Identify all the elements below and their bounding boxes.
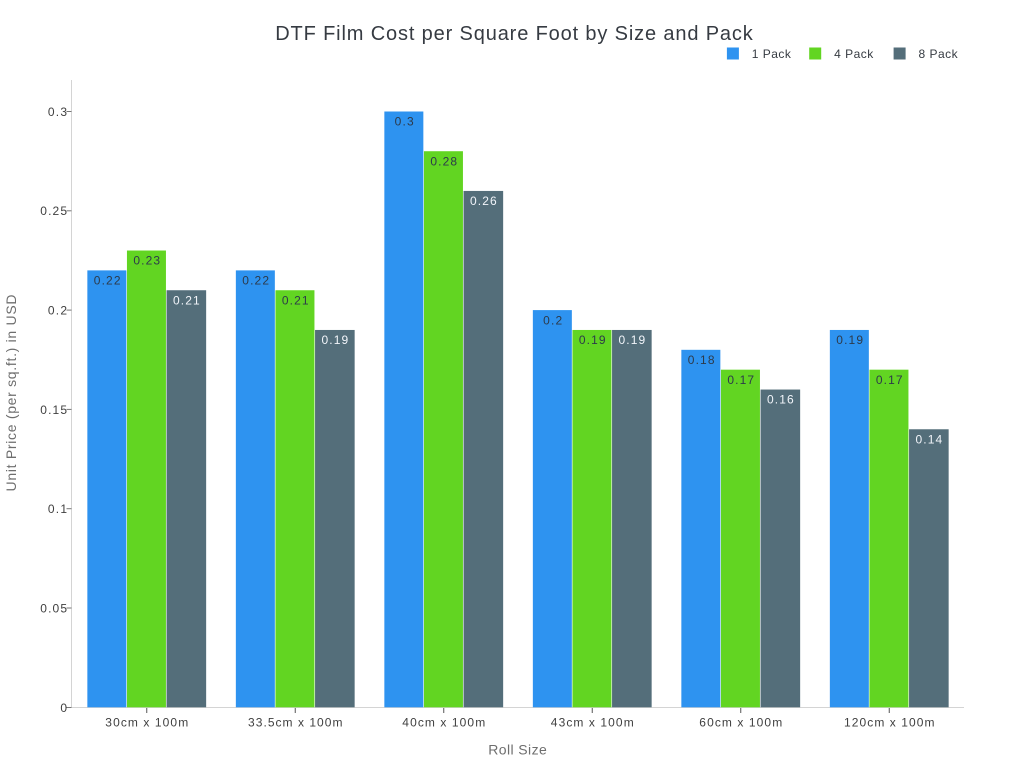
svg-text:0.19: 0.19: [579, 333, 606, 347]
svg-text:4 Pack: 4 Pack: [834, 47, 874, 61]
svg-text:0.2: 0.2: [543, 313, 562, 327]
svg-text:0.22: 0.22: [242, 274, 269, 288]
svg-text:40cm x 100m: 40cm x 100m: [402, 715, 485, 729]
svg-text:0.19: 0.19: [619, 333, 646, 347]
svg-text:60cm x 100m: 60cm x 100m: [699, 715, 782, 729]
svg-text:0.19: 0.19: [322, 333, 349, 347]
svg-text:30cm x 100m: 30cm x 100m: [105, 715, 188, 729]
svg-text:0.2: 0.2: [48, 304, 67, 318]
svg-text:0.05: 0.05: [40, 601, 67, 615]
svg-text:0.17: 0.17: [876, 373, 903, 387]
svg-text:0.1: 0.1: [48, 502, 67, 516]
svg-text:Unit Price (per sq.ft.) in USD: Unit Price (per sq.ft.) in USD: [3, 295, 19, 492]
svg-text:0: 0: [60, 701, 67, 715]
svg-text:0.22: 0.22: [94, 274, 121, 288]
svg-text:43cm x 100m: 43cm x 100m: [551, 715, 634, 729]
svg-text:33.5cm x 100m: 33.5cm x 100m: [248, 715, 342, 729]
svg-text:0.15: 0.15: [40, 403, 67, 417]
svg-text:Roll Size: Roll Size: [488, 742, 547, 758]
svg-text:0.16: 0.16: [767, 393, 794, 407]
svg-text:0.26: 0.26: [470, 194, 497, 208]
svg-text:1 Pack: 1 Pack: [752, 47, 792, 61]
svg-text:8 Pack: 8 Pack: [919, 47, 959, 61]
svg-text:0.23: 0.23: [133, 254, 160, 268]
svg-text:0.17: 0.17: [727, 373, 754, 387]
svg-text:0.21: 0.21: [282, 293, 309, 307]
svg-text:DTF Film Cost per Square Foot: DTF Film Cost per Square Foot by Size an…: [275, 23, 754, 45]
svg-text:0.25: 0.25: [40, 204, 67, 218]
svg-text:0.19: 0.19: [836, 333, 863, 347]
svg-text:0.21: 0.21: [173, 293, 200, 307]
svg-text:0.3: 0.3: [48, 105, 67, 119]
svg-text:0.3: 0.3: [395, 115, 414, 129]
svg-text:0.18: 0.18: [688, 353, 715, 367]
svg-text:0.28: 0.28: [430, 154, 457, 168]
svg-text:120cm x 100m: 120cm x 100m: [844, 715, 935, 729]
svg-text:0.14: 0.14: [916, 432, 943, 446]
